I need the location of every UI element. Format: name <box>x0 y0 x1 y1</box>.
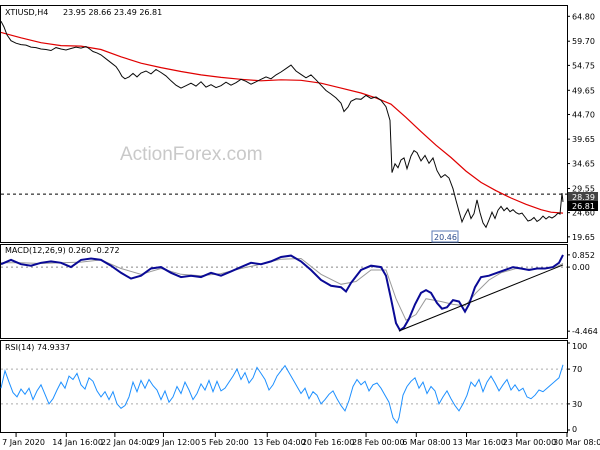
macd-panel-frame <box>0 244 568 339</box>
price-tick-label: 19.65 <box>572 233 595 242</box>
price-tick-label: 44.70 <box>572 110 595 119</box>
price-tick-label: 59.70 <box>572 37 595 46</box>
macd-tick-label: 0.00 <box>572 263 590 272</box>
low-label-box <box>431 230 459 243</box>
upper-level-box <box>568 192 598 202</box>
rsi-panel-title: RSI(14) 74.9337 <box>5 343 70 352</box>
x-tick-label: 13 Feb 04:00 <box>253 438 305 447</box>
ohlc-values: 23.95 28.66 23.49 26.81 <box>63 8 162 17</box>
price-tick-label: 64.80 <box>572 12 595 21</box>
rsi-tick-label: 0 <box>572 425 577 434</box>
rsi-tick-label: 70 <box>572 365 582 374</box>
x-tick-label: 29 Jan 12:00 <box>149 438 200 447</box>
x-tick-label: 6 Mar 08:00 <box>402 438 450 447</box>
price-tick-label: 34.65 <box>572 160 595 169</box>
watermark: ActionForex.com <box>120 144 263 165</box>
x-tick-label: 14 Jan 16:00 <box>52 438 103 447</box>
price-tick-label: 24.60 <box>572 209 595 218</box>
price-panel-title: XTIUSD,H4 <box>5 8 48 17</box>
macd-tick-label: -4.464 <box>572 327 598 336</box>
low-label: 20.46 <box>434 233 457 242</box>
rsi-tick-label: 100 <box>572 342 587 351</box>
x-tick-label: 13 Mar 16:00 <box>453 438 506 447</box>
macd-trendline <box>398 264 564 332</box>
macd-signal-line <box>1 257 564 321</box>
upper-level-label: 28.39 <box>572 193 595 202</box>
x-tick-label: 20 Feb 16:00 <box>302 438 354 447</box>
x-tick-label: 28 Feb 00:00 <box>352 438 404 447</box>
current-price-label: 26.81 <box>572 202 595 211</box>
rsi-tick-label: 30 <box>572 400 582 409</box>
price-tick-label: 54.75 <box>572 61 595 70</box>
x-tick-label: 22 Jan 04:00 <box>101 438 152 447</box>
macd-panel-title: MACD(12,26,9) 0.260 -0.272 <box>5 246 120 255</box>
rsi-line <box>0 364 564 425</box>
rsi-panel-frame <box>0 340 568 433</box>
price-tick-label: 39.65 <box>572 135 595 144</box>
current-price-box <box>568 201 598 211</box>
price-tick-label: 29.55 <box>572 184 595 193</box>
x-tick-label: 7 Jan 2020 <box>2 438 45 447</box>
x-tick-label: 30 Mar 08:00 <box>553 438 600 447</box>
x-tick-label: 5 Feb 20:00 <box>201 438 248 447</box>
price-line <box>0 20 564 229</box>
moving-average-line <box>0 31 564 214</box>
price-tick-label: 49.65 <box>572 86 595 95</box>
macd-tick-label: 0.852 <box>572 251 595 260</box>
macd-line <box>0 254 564 332</box>
price-panel-frame <box>0 5 568 243</box>
x-tick-label: 23 Mar 00:00 <box>503 438 556 447</box>
